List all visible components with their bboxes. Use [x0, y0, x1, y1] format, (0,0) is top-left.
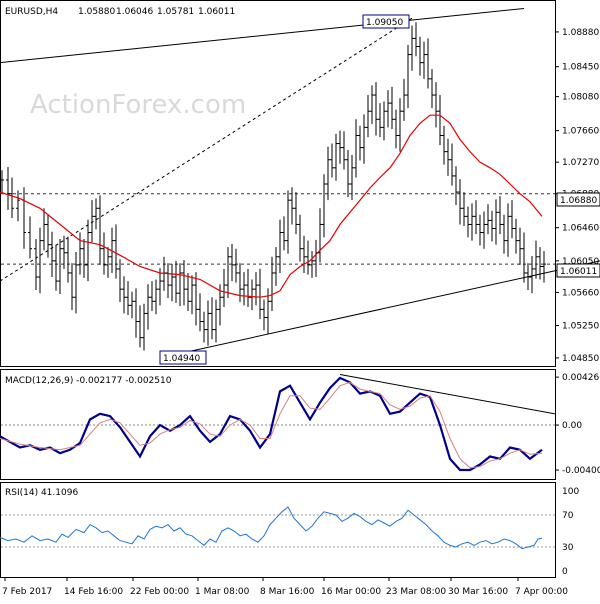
x-tick-label: 16 Mar 00:00: [321, 587, 381, 597]
trendline: [0, 7, 525, 64]
macd-y-tick-label: 0.00: [562, 421, 582, 431]
rsi-y-tick-label: 30: [562, 543, 574, 553]
rsi-y-tick-label: 100: [562, 487, 579, 497]
trendline: [159, 260, 600, 359]
swing-high-label: 1.09050: [366, 18, 403, 28]
x-axis-ticks: 7 Feb 2017 14 Feb 16:00 22 Feb 00:00 1 Mar …: [2, 577, 568, 597]
swing-low-box: [159, 350, 207, 365]
price-y-tick-label: 1.08450: [562, 63, 599, 73]
chart-title-high: 1.06046: [116, 7, 153, 17]
price-y-tick-label: 1.08880: [562, 28, 599, 38]
swing-low-label: 1.04940: [163, 354, 200, 364]
chart-title-low: 1.05781: [157, 7, 194, 17]
macd-main-line: [0, 376, 543, 472]
x-tick-label: 1 Mar 08:00: [195, 587, 250, 597]
x-tick-label: 8 Mar 16:00: [260, 587, 315, 597]
macd-trendline: [339, 374, 556, 415]
level-1-08880-label: 1.06880: [560, 196, 597, 206]
macd-y-tick-label: 0.004266: [562, 373, 600, 383]
price-y-tick-label: 1.06050: [562, 257, 599, 267]
macd-signal-line: [0, 381, 543, 469]
trendlines: [0, 7, 600, 415]
price-y-tick-label: 1.05250: [562, 322, 599, 332]
moving-average: [0, 114, 543, 298]
chart-title-symbol: EURUSD,H4: [5, 7, 58, 17]
price-panel-frame: [0, 0, 556, 367]
x-tick-label: 7 Apr 00:00: [515, 587, 568, 597]
grid-lines: [1, 424, 555, 548]
chart-title-open: 1.05880: [78, 7, 115, 17]
y-axis-ticks: 1.08880 1.08450 1.08080 1.07660 1.07270 1.068…: [555, 28, 600, 577]
macd-y-tick-label: -0.004004: [562, 466, 600, 476]
current-price-label: 1.06011: [560, 267, 597, 277]
price-y-tick-label: 1.08080: [562, 93, 599, 103]
x-tick-label: 7 Feb 2017: [2, 587, 52, 597]
current-price-box: [556, 263, 600, 278]
macd-lines: [0, 376, 543, 472]
price-y-tick-label: 1.05660: [562, 288, 599, 298]
rsi-panel-title: RSI(14) 41.1096: [5, 488, 78, 498]
rsi-line: [0, 506, 543, 550]
rsi-panel-frame: [0, 482, 556, 578]
x-tick-label: 14 Feb 16:00: [64, 587, 123, 597]
watermark-text: ActionForex.com: [30, 90, 246, 120]
rsi-series-line: [0, 506, 543, 550]
rsi-y-tick-label: 70: [562, 511, 574, 521]
macd-panel-title: MACD(12,26,9) -0.002177 -0.002510: [5, 376, 172, 386]
price-y-tick-label: 1.06460: [562, 224, 599, 234]
level-1-08880-box: [556, 192, 600, 207]
x-tick-label: 22 Feb 00:00: [130, 587, 189, 597]
x-tick-label: 23 Mar 08:00: [386, 587, 446, 597]
price-y-tick-label: 1.07270: [562, 158, 599, 168]
macd-panel-frame: [0, 369, 556, 480]
rsi-y-tick-label: 0: [562, 567, 568, 577]
chart-title-close: 1.06011: [198, 7, 235, 17]
trendline: [0, 17, 413, 282]
ma-line: [0, 114, 543, 298]
x-tick-label: 30 Mar 16:00: [448, 587, 508, 597]
price-y-tick-label: 1.07660: [562, 127, 599, 137]
swing-high-box: [362, 14, 410, 29]
price-bars: [0, 22, 546, 351]
price-y-tick-label: 1.04850: [562, 354, 599, 364]
